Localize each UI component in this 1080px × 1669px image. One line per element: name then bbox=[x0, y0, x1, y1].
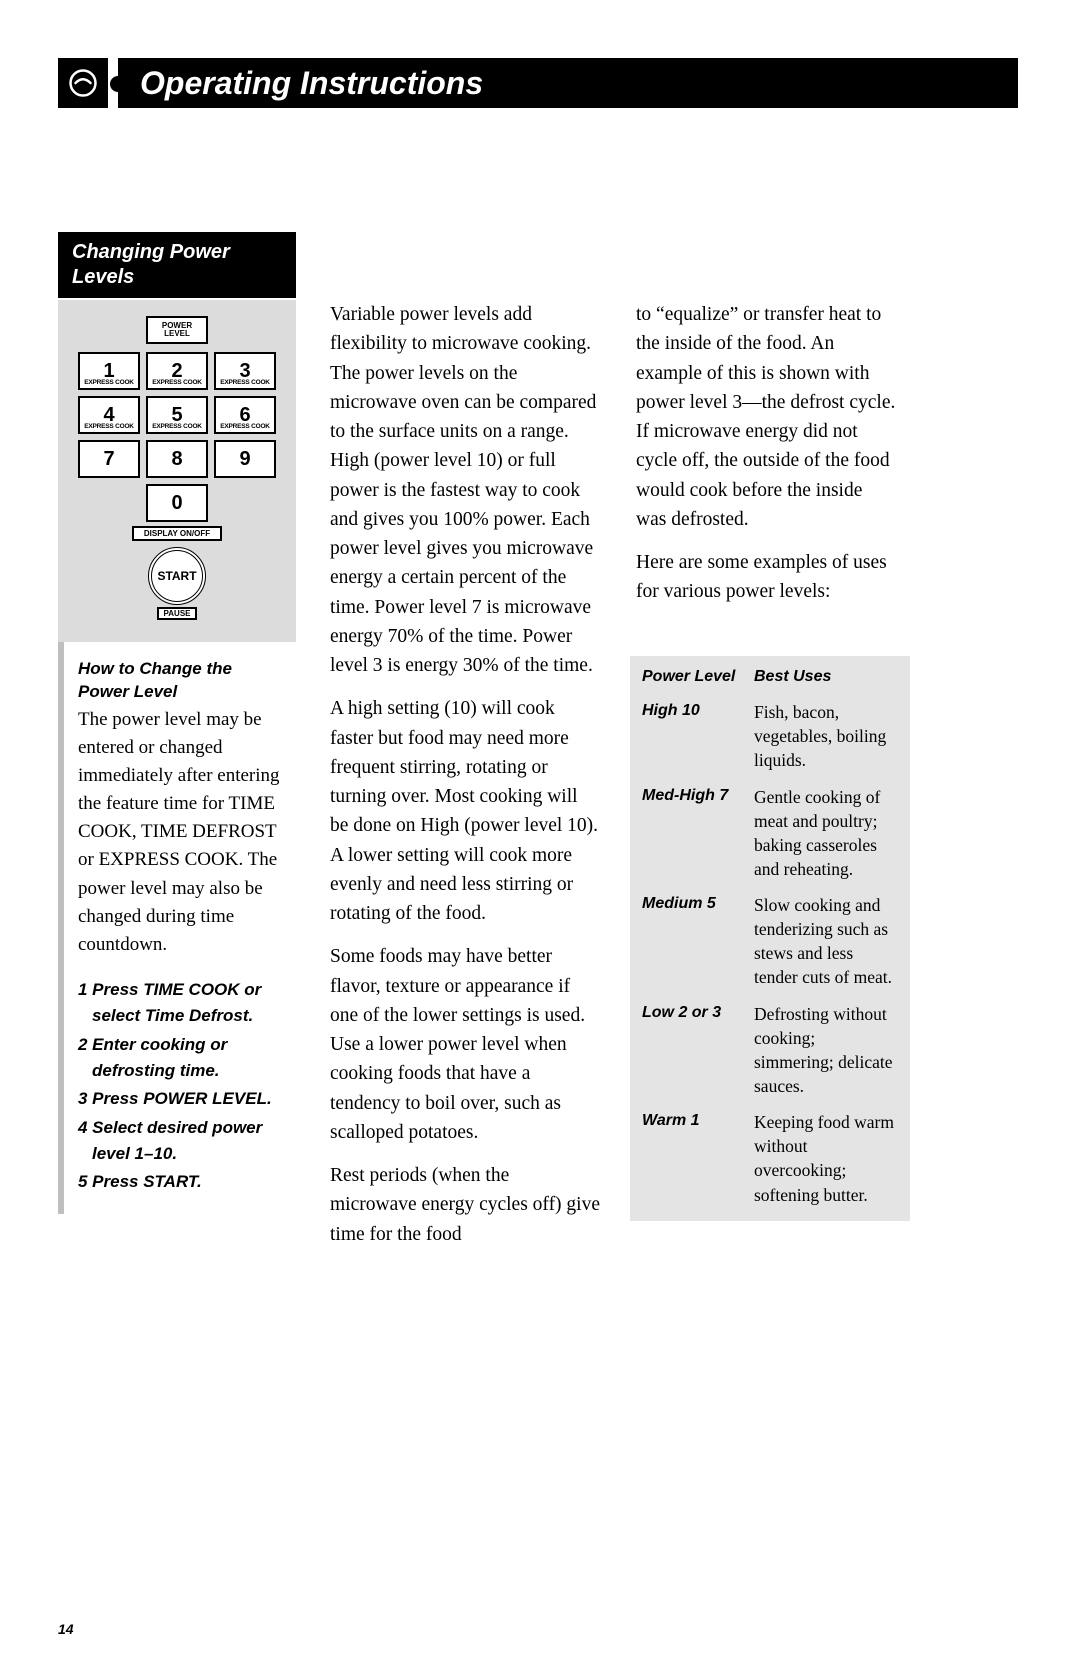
body-paragraph: A high setting (10) will cook faster but… bbox=[330, 694, 600, 928]
power-level-cell: Medium 5 bbox=[642, 893, 754, 990]
key-9[interactable]: 9 bbox=[214, 440, 276, 478]
table-header-row: Power Level Best Uses bbox=[642, 666, 898, 688]
best-use-cell: Slow cooking and tenderiz­ing such as st… bbox=[754, 893, 898, 990]
key-8[interactable]: 8 bbox=[146, 440, 208, 478]
power-level-table: Power Level Best Uses High 10 Fish, baco… bbox=[630, 656, 910, 1221]
howto-step: 2 Enter cooking or defrosting time. bbox=[92, 1032, 286, 1085]
power-level-button[interactable]: POWERLEVEL bbox=[146, 316, 208, 344]
body-paragraph: Some foods may have better flavor, textu… bbox=[330, 942, 600, 1147]
howto-body: The power level may be entered or change… bbox=[78, 706, 286, 959]
chapter-title: Operating Instructions bbox=[140, 65, 483, 102]
table-row: Low 2 or 3 Defrosting without cooking; s… bbox=[642, 1002, 898, 1099]
best-use-cell: Defrosting without cooking; simmering; d… bbox=[754, 1002, 898, 1099]
best-use-cell: Fish, bacon, vegetables, boiling liquids… bbox=[754, 700, 898, 772]
howto-sidebar: How to Change the Power Level The power … bbox=[58, 642, 296, 1214]
key-6[interactable]: 6EXPRESS COOK bbox=[214, 396, 276, 434]
power-level-cell: Low 2 or 3 bbox=[642, 1002, 754, 1099]
table-row: Med-High 7 Gentle cooking of meat and po… bbox=[642, 785, 898, 882]
manual-icon bbox=[58, 58, 108, 108]
page-number: 14 bbox=[58, 1621, 74, 1637]
howto-step: 1 Press TIME COOK or select Time Defrost… bbox=[92, 977, 286, 1030]
table-row: Warm 1 Keeping food warm without overcoo… bbox=[642, 1110, 898, 1207]
table-row: Medium 5 Slow cooking and tenderiz­ing s… bbox=[642, 893, 898, 990]
key-2[interactable]: 2EXPRESS COOK bbox=[146, 352, 208, 390]
key-5[interactable]: 5EXPRESS COOK bbox=[146, 396, 208, 434]
table-header: Best Uses bbox=[754, 666, 831, 688]
howto-step: 5 Press START. bbox=[92, 1169, 286, 1195]
howto-step: 3 Press POWER LEVEL. bbox=[92, 1086, 286, 1112]
body-paragraph: Variable power levels add flexibility to… bbox=[330, 300, 600, 680]
chapter-header: Operating Instructions bbox=[118, 58, 1018, 108]
power-level-cell: Med-High 7 bbox=[642, 785, 754, 882]
howto-heading: How to Change the Power Level bbox=[78, 658, 286, 704]
display-on-off-button[interactable]: DISPLAY ON/OFF bbox=[132, 526, 222, 541]
key-0[interactable]: 0 bbox=[146, 484, 208, 522]
body-paragraph: Here are some examples of uses for vario… bbox=[636, 548, 896, 607]
howto-step: 4 Select desired power level 1–10. bbox=[92, 1115, 286, 1168]
section-header: Changing Power Levels bbox=[58, 232, 296, 298]
best-use-cell: Gentle cooking of meat and poultry; baki… bbox=[754, 785, 898, 882]
key-7[interactable]: 7 bbox=[78, 440, 140, 478]
start-button[interactable]: START bbox=[148, 547, 206, 605]
power-level-cell: High 10 bbox=[642, 700, 754, 772]
body-column-right: to “equalize” or transfer heat to the in… bbox=[636, 300, 896, 621]
pause-button[interactable]: PAUSE bbox=[157, 607, 197, 620]
best-use-cell: Keeping food warm without overcooking; s… bbox=[754, 1110, 898, 1207]
howto-steps: 1 Press TIME COOK or select Time Defrost… bbox=[78, 977, 286, 1196]
table-row: High 10 Fish, bacon, vegetables, boiling… bbox=[642, 700, 898, 772]
power-level-cell: Warm 1 bbox=[642, 1110, 754, 1207]
body-column-middle: Variable power levels add flexibility to… bbox=[330, 300, 600, 1263]
table-header: Power Level bbox=[642, 666, 754, 688]
keypad-panel: POWERLEVEL 1EXPRESS COOK 2EXPRESS COOK 3… bbox=[58, 300, 296, 642]
body-paragraph: to “equalize” or transfer heat to the in… bbox=[636, 300, 896, 534]
key-4[interactable]: 4EXPRESS COOK bbox=[78, 396, 140, 434]
key-3[interactable]: 3EXPRESS COOK bbox=[214, 352, 276, 390]
body-paragraph: Rest periods (when the microwave energy … bbox=[330, 1161, 600, 1249]
key-1[interactable]: 1EXPRESS COOK bbox=[78, 352, 140, 390]
